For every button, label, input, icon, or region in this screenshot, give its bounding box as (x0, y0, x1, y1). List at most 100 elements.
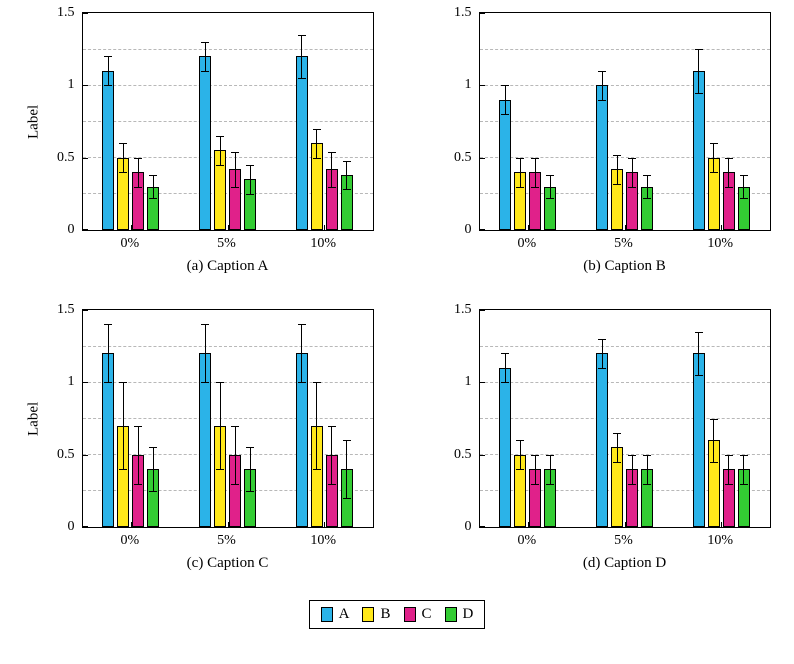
legend-entry: C (403, 606, 432, 623)
error-bar (346, 160, 348, 190)
error-bar (316, 382, 318, 470)
error-bar (743, 454, 745, 484)
error-bar (549, 454, 551, 484)
error-bar (137, 425, 139, 484)
error-bar (301, 34, 303, 79)
legend-swatch-D (444, 607, 457, 622)
error-bar-cap-top (149, 447, 158, 449)
error-bar-cap-top (297, 324, 306, 326)
error-bar (316, 128, 318, 158)
chart-caption: (d) Caption D (582, 555, 667, 571)
chart-cell-a: Label 0 0.5 1 1.5 0% 5% 10% (a) Caption A (0, 5, 397, 275)
x-tick-labels: 0% 5% 10% (82, 231, 374, 255)
error-bar-cap-top (628, 157, 636, 159)
chart-a: Label 0 0.5 1 1.5 0% 5% 10% (a) Caption A (24, 5, 374, 275)
error-bar-cap-bottom (643, 483, 651, 485)
x-tick-label: 5% (217, 236, 236, 251)
plot-wrap: 0 0.5 1 1.5 0% 5% 10% (c) Caption C (57, 302, 374, 572)
error-bar (601, 338, 603, 368)
error-bar-cap-bottom (201, 70, 209, 72)
x-tick-label: 10% (707, 236, 733, 251)
error-bar-cap-top (643, 454, 651, 456)
error-bar-cap-top (516, 440, 525, 442)
error-bar-cap-bottom (516, 186, 525, 188)
legend: A B C D (308, 600, 486, 629)
error-bar-cap-top (246, 447, 254, 449)
error-bar-cap-bottom (342, 189, 351, 191)
error-bar-cap-bottom (598, 367, 606, 369)
error-bar-cap-bottom (694, 375, 703, 377)
x-tick-label: 10% (707, 533, 733, 548)
error-bar (504, 353, 506, 383)
error-bar-cap-bottom (312, 469, 321, 471)
gridline (82, 454, 373, 456)
error-bar-cap-bottom (628, 483, 636, 485)
error-bar-cap-bottom (134, 483, 143, 485)
y-tick-label: 1.5 (454, 5, 472, 20)
error-bar-cap-bottom (216, 164, 224, 166)
y-tick-label: 0.5 (454, 446, 472, 462)
error-bar-cap-bottom (739, 483, 748, 485)
error-bar-cap-top (201, 41, 209, 43)
y-tick-mark (479, 382, 485, 384)
chart-cell-c: Label 0 0.5 1 1.5 0% 5% 10% (c) Caption C (0, 302, 397, 572)
y-axis-label: Label (25, 104, 41, 139)
error-bar-cap-top (342, 440, 351, 442)
legend-entry: D (444, 606, 474, 623)
x-tick-labels: 0% 5% 10% (479, 231, 771, 255)
x-tick-labels: 0% 5% 10% (82, 528, 374, 552)
bar-series-A (692, 70, 705, 230)
y-tick-label: 1.5 (57, 302, 75, 317)
error-bar-cap-bottom (739, 198, 748, 200)
gridline (479, 345, 770, 347)
x-tick-mark (624, 522, 626, 527)
error-bar-cap-top (134, 157, 143, 159)
error-bar-cap-top (598, 338, 606, 340)
y-tick-label: 0 (67, 519, 75, 534)
error-bar (534, 454, 536, 484)
error-bar-cap-top (104, 56, 113, 58)
y-tick-label: 1.5 (454, 302, 472, 317)
error-bar-cap-top (312, 128, 321, 130)
x-tick-mark (721, 522, 723, 527)
error-bar-cap-top (134, 425, 143, 427)
error-bar-cap-top (231, 151, 239, 153)
error-bar (137, 157, 139, 187)
y-tick-mark (479, 310, 485, 311)
error-bar-cap-bottom (297, 78, 306, 80)
error-bar (504, 85, 506, 115)
legend-entry-label: A (338, 606, 350, 622)
y-axis-label: Label (25, 401, 41, 436)
x-tick-label: 0% (120, 533, 140, 548)
error-bar (152, 175, 154, 199)
x-tick-labels: 0% 5% 10% (479, 528, 771, 552)
y-tick-mark (82, 229, 88, 230)
error-bar-cap-bottom (342, 498, 351, 500)
legend-entry-label: D (462, 606, 474, 622)
y-tick-label: 0 (464, 222, 472, 237)
x-tick-label: 5% (217, 533, 236, 548)
plot-wrap: 0 0.5 1 1.5 0% 5% 10% (a) Caption A (57, 5, 374, 275)
gridline (479, 84, 770, 86)
bar-series-A (102, 70, 115, 230)
error-bar (601, 70, 603, 100)
error-bar (107, 56, 109, 86)
error-bar (616, 432, 618, 462)
error-bar (219, 135, 221, 165)
error-bar (698, 331, 700, 376)
gridline (82, 84, 373, 86)
error-bar-cap-bottom (531, 186, 540, 188)
x-tick-mark (527, 522, 529, 527)
x-tick-mark (227, 225, 229, 230)
y-tick-label: 0.5 (454, 149, 472, 165)
error-bar-cap-bottom (694, 92, 703, 94)
y-tick-label: 0.5 (57, 149, 75, 165)
error-bar-cap-bottom (613, 183, 621, 185)
gridline (479, 121, 770, 122)
x-tick-label: 0% (517, 533, 537, 548)
error-bar-cap-top (531, 454, 540, 456)
error-bar-cap-bottom (119, 172, 128, 174)
error-bar-cap-top (246, 164, 254, 166)
bar-series-A (692, 353, 705, 527)
